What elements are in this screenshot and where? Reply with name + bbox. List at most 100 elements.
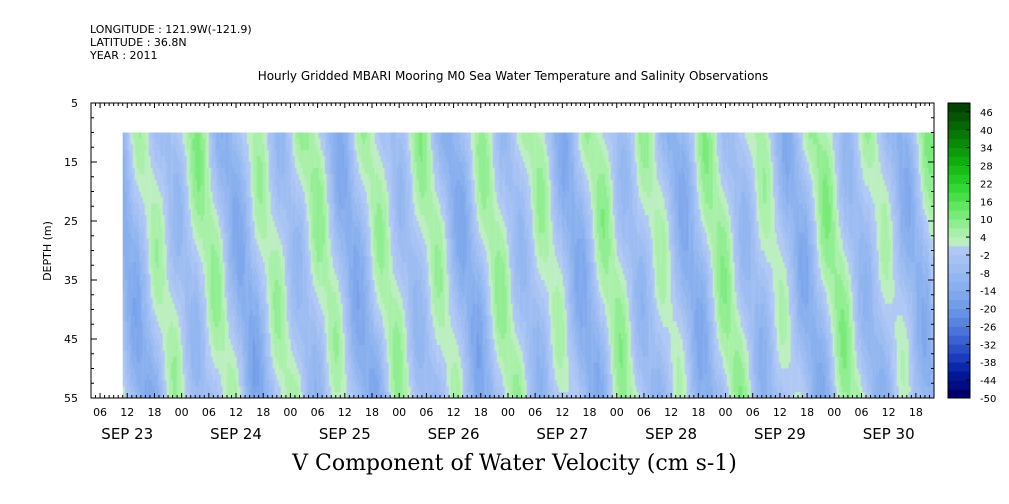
colorbar-swatch [948,120,970,131]
colorbar-swatch [948,111,970,122]
latitude-label: LATITUDE : 36.8N [90,36,187,49]
colorbar-swatch [948,192,970,202]
colorbar-label: -26 [980,322,996,333]
colorbar-swatch [948,219,970,229]
x-tick-label: 18 [909,406,923,419]
x-tick-label: 00 [501,406,515,419]
y-tick-label: 35 [64,274,78,287]
y-tick-label: 25 [64,215,78,228]
colorbar-swatch [948,335,970,345]
colorbar-swatch [948,362,970,372]
x-tick-label: 12 [120,406,134,419]
colorbar-swatch [948,353,970,363]
x-date-label: SEP 29 [754,425,806,443]
x-tick-label: 06 [311,406,325,419]
colorbar-label: 46 [980,108,993,119]
colorbar-swatch [948,174,970,184]
colorbar-swatch [948,156,970,166]
colorbar-swatch [948,299,970,309]
y-tick-label: 5 [71,97,78,110]
y-tick-label: 15 [64,156,78,169]
x-tick-label: 12 [773,406,787,419]
x-tick-label: 12 [664,406,678,419]
chart-title: Hourly Gridded MBARI Mooring M0 Sea Wate… [257,69,769,83]
x-tick-label: 18 [474,406,488,419]
colorbar-label: 10 [980,215,993,226]
x-tick-label: 12 [447,406,461,419]
colorbar-swatch [948,183,970,193]
longitude-label: LONGITUDE : 121.9W(-121.9) [90,23,252,36]
y-tick-label: 45 [64,333,78,346]
colorbar-swatch [948,129,970,140]
x-tick-label: 18 [691,406,705,419]
colorbar-label: 34 [980,144,993,155]
x-tick-label: 18 [583,406,597,419]
colorbar-label: -8 [980,269,990,280]
colorbar-swatch [948,326,970,336]
colorbar-swatch [948,317,970,327]
colorbar-swatch [948,147,970,157]
x-tick-label: 18 [365,406,379,419]
x-tick-label: 06 [637,406,651,419]
x-tick-label: 06 [746,406,760,419]
x-tick-label: 18 [256,406,270,419]
x-tick-label: 06 [419,406,433,419]
x-tick-label: 00 [719,406,733,419]
colorbar-label: -38 [980,358,996,369]
colorbar-label: -20 [980,305,996,316]
colorbar-swatch [948,165,970,175]
x-tick-label: 18 [147,406,161,419]
colorbar-label: -2 [980,251,990,262]
colorbar-label: 16 [980,197,993,208]
colorbar-swatch [948,210,970,220]
colorbar-swatch [948,290,970,300]
colorbar: 46 40 34 28 22 16 10 4 -2 -8 -14 -20 -26 -32 -38 -44 -50 [947,102,996,405]
colorbar-swatch [948,103,970,113]
colorbar-label: -14 [980,287,996,298]
x-tick-label: 12 [338,406,352,419]
colorbar-label: -32 [980,340,996,351]
colorbar-swatch [948,272,970,283]
colorbar-swatch [948,138,970,148]
x-date-label: SEP 24 [210,425,262,443]
x-date-label: SEP 28 [645,425,697,443]
colorbar-label: 28 [980,162,993,173]
colorbar-label: -50 [980,394,996,405]
colorbar-swatch [948,254,970,265]
y-axis: 5 15 25 35 45 55 [64,97,934,405]
colorbar-swatch [948,371,970,381]
variable-title: V Component of Water Velocity (cm s-1) [292,451,737,476]
x-tick-label: 06 [528,406,542,419]
colorbar-swatch [948,308,970,318]
colorbar-swatch [948,246,970,256]
x-date-label: SEP 30 [863,425,915,443]
x-tick-label: 00 [283,406,297,419]
x-tick-label: 00 [175,406,189,419]
x-tick-label: 06 [854,406,868,419]
heatmap-texture [128,132,934,398]
x-tick-label: 00 [610,406,624,419]
colorbar-label: -44 [980,376,996,387]
colorbar-label: 4 [980,233,986,244]
colorbar-frame [947,102,971,399]
x-date-label: SEP 26 [428,425,480,443]
y-axis-label: DEPTH (m) [41,221,54,281]
y-tick-label: 55 [64,392,78,405]
x-tick-label: 12 [555,406,569,419]
colorbar-swatch [948,281,970,292]
x-date-label: SEP 25 [319,425,371,443]
x-tick-label: 12 [882,406,896,419]
x-tick-label: 06 [202,406,216,419]
colorbar-label: 22 [980,179,993,190]
x-tick-label: 18 [800,406,814,419]
x-axis: 06 12 18 00 06 12 18 00 06 12 18 00 06 12 18 00 06 12 18 00… [90,103,935,443]
colorbar-swatch [948,237,970,247]
colorbar-swatch [948,228,970,238]
colorbar-swatch [948,344,970,354]
colorbar-label: 40 [980,126,993,137]
colorbar-swatch [948,380,970,390]
year-label: YEAR : 2011 [90,49,158,62]
x-tick-label: 00 [827,406,841,419]
x-date-label: SEP 27 [536,425,588,443]
